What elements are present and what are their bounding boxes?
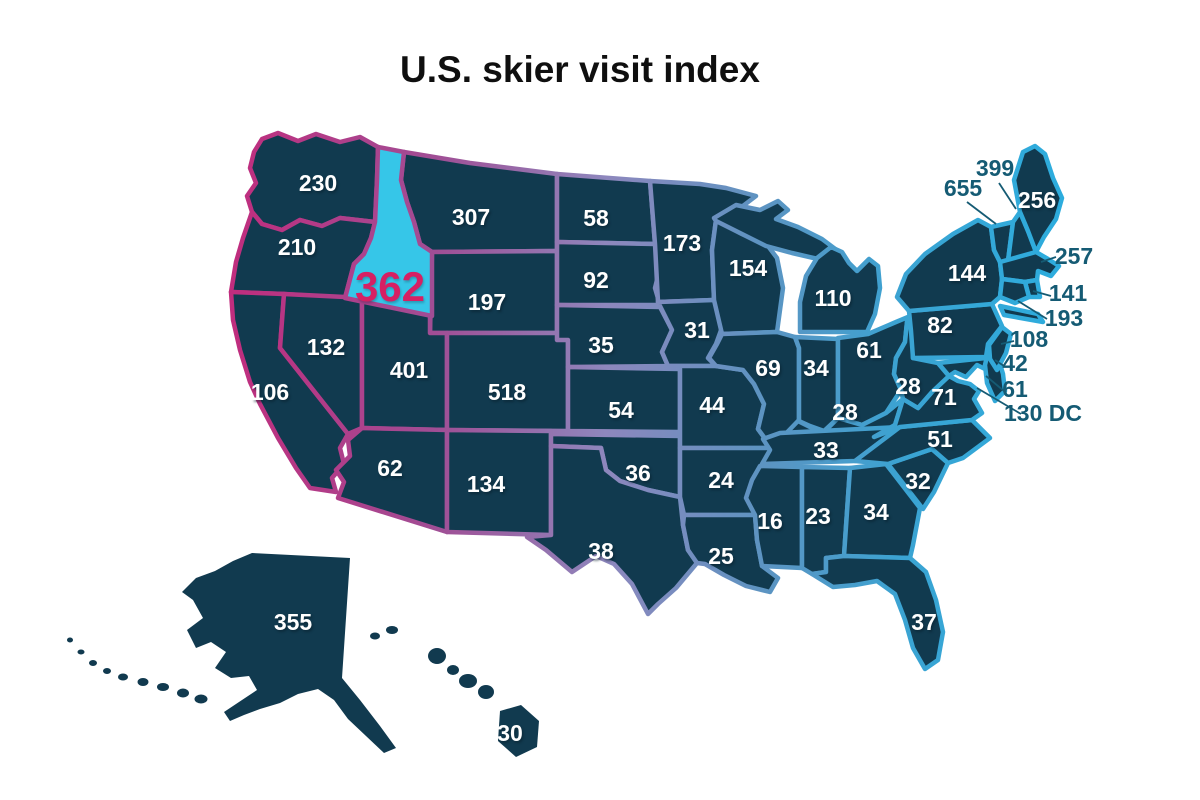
state-mn-value: 173 xyxy=(663,230,701,256)
state-mi-value: 110 xyxy=(814,285,851,311)
state-wa-value: 230 xyxy=(299,170,337,196)
state-il-value: 69 xyxy=(755,355,781,381)
callout-ma-value: 257 xyxy=(1055,243,1093,269)
state-wv-value: 28 xyxy=(895,373,921,399)
state-or-value: 210 xyxy=(278,234,316,260)
aleutian-islands xyxy=(67,637,208,704)
callout-nj-value: 108 xyxy=(1010,326,1049,352)
hawaii-islands xyxy=(370,626,539,757)
callout-dc-value: 130 DC xyxy=(1004,400,1082,426)
callout-line-nh xyxy=(998,182,1017,210)
state-sd-value: 92 xyxy=(583,267,609,293)
state-id-shape xyxy=(342,144,435,319)
states-group xyxy=(228,130,1065,672)
state-pa-value: 82 xyxy=(927,312,953,338)
callout-de-value: 42 xyxy=(1002,350,1028,376)
state-ks-value: 54 xyxy=(608,397,634,423)
state-ct-shape xyxy=(997,276,1032,306)
state-mt-value: 307 xyxy=(452,204,490,230)
state-ak-shape xyxy=(182,553,396,753)
callout-ri-value: 141 xyxy=(1049,280,1088,306)
state-ak-value: 355 xyxy=(274,609,313,635)
state-mi-shape xyxy=(797,244,883,335)
state-in-value: 34 xyxy=(803,355,829,381)
state-hi-shape xyxy=(498,705,539,757)
state-ny-longisland-shape xyxy=(997,303,1046,325)
state-nj-shape xyxy=(986,324,1014,373)
alaska-hawaii-group xyxy=(67,553,539,757)
state-nd-value: 58 xyxy=(583,205,609,231)
state-ms-value: 16 xyxy=(757,508,783,534)
state-ne-value: 35 xyxy=(588,332,614,358)
state-sc-value: 32 xyxy=(905,468,931,494)
state-mo-value: 44 xyxy=(699,392,725,418)
state-ky-value: 28 xyxy=(832,399,858,425)
state-az-value: 62 xyxy=(377,455,403,481)
callout-line-dc xyxy=(976,387,1022,415)
state-ne-shape xyxy=(554,302,675,370)
state-tn-value: 33 xyxy=(813,437,839,463)
state-ar-value: 24 xyxy=(708,467,734,493)
state-mi-up-shape xyxy=(711,198,841,262)
state-value-labels: 230 210 362 307 197 58 92 173 154 110 13… xyxy=(251,170,1056,746)
callout-line-ct xyxy=(1017,300,1048,320)
state-ut-value: 401 xyxy=(390,357,429,383)
state-wy-value: 197 xyxy=(468,289,506,315)
state-mt-shape xyxy=(398,149,560,255)
state-nc-value: 51 xyxy=(927,426,953,452)
state-ny-value: 144 xyxy=(948,260,987,286)
state-pa-shape xyxy=(906,301,1005,361)
callout-line-nj xyxy=(1000,340,1015,345)
northeast-callouts: 399 655 257 141 193 108 42 61 130 DC xyxy=(944,155,1093,426)
callout-line-vt xyxy=(966,201,997,225)
state-id-value: 362 xyxy=(355,263,425,310)
callout-md-value: 61 xyxy=(1002,376,1028,402)
state-hi-value: 30 xyxy=(497,720,523,746)
state-la-value: 25 xyxy=(708,543,734,569)
state-fl-value: 37 xyxy=(911,609,937,635)
state-co-value: 518 xyxy=(488,379,527,405)
callout-line-de xyxy=(994,359,1005,367)
callout-ct-value: 193 xyxy=(1045,305,1083,331)
page-title: U.S. skier visit index xyxy=(400,49,760,90)
callout-line-md xyxy=(985,375,1005,392)
state-me-shape xyxy=(1011,143,1065,255)
callout-nh-value: 399 xyxy=(976,155,1014,181)
state-va-value: 71 xyxy=(931,384,957,410)
state-ia-value: 31 xyxy=(684,317,710,343)
state-md-shape xyxy=(935,355,992,380)
state-wi-value: 154 xyxy=(729,255,768,281)
state-tx-shape xyxy=(524,443,700,617)
state-me-value: 256 xyxy=(1018,187,1056,213)
state-nm-value: 134 xyxy=(467,471,506,497)
callout-line-ri xyxy=(1032,290,1052,297)
state-oh-value: 61 xyxy=(856,337,882,363)
state-fl-shape xyxy=(809,553,946,672)
callout-line-ma xyxy=(1040,256,1057,263)
state-ga-value: 34 xyxy=(863,499,889,525)
state-ok-value: 36 xyxy=(625,460,651,486)
state-tx-value: 38 xyxy=(588,538,614,564)
state-ca-value: 106 xyxy=(251,379,289,405)
state-al-value: 23 xyxy=(805,503,831,529)
callout-vt-value: 655 xyxy=(944,175,983,201)
state-nv-value: 132 xyxy=(307,334,345,360)
